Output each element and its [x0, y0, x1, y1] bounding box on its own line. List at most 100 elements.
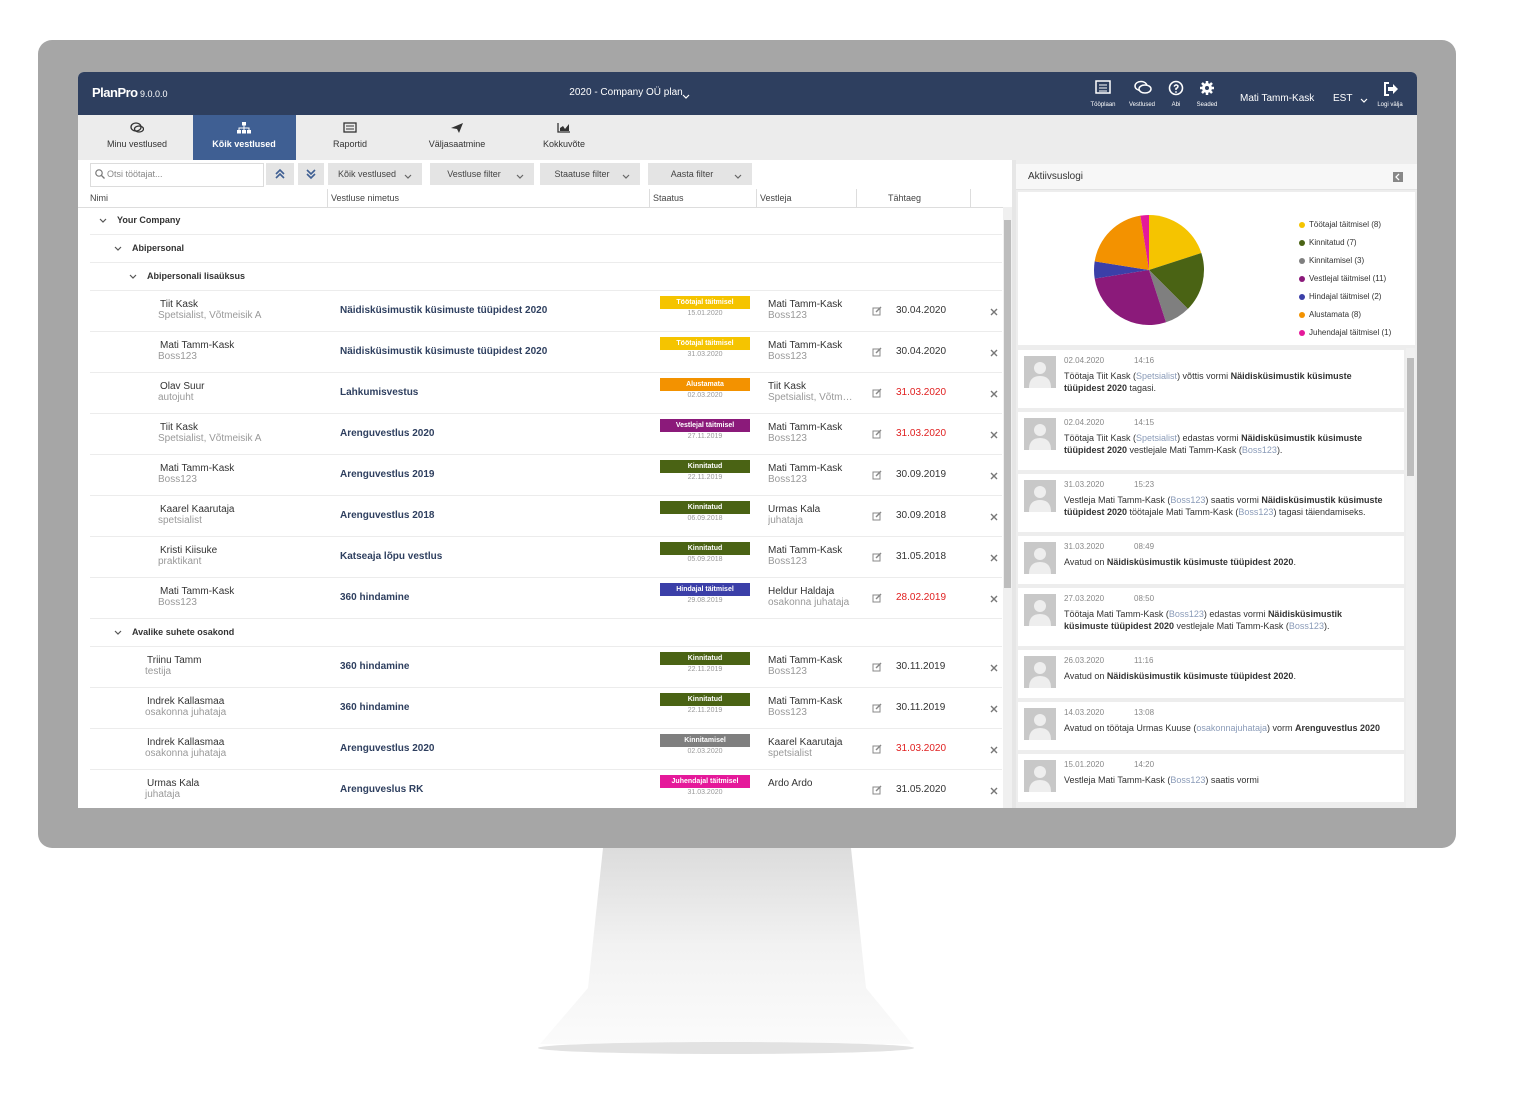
scrollbar-thumb: [1004, 220, 1011, 588]
employee-name[interactable]: Tiit Kask: [160, 299, 198, 310]
reviewer-role: Boss123: [768, 433, 807, 444]
nav-label[interactable]: Seaded: [1196, 102, 1218, 108]
edit-icon[interactable]: [872, 511, 882, 524]
remove-icon[interactable]: [990, 308, 998, 319]
remove-icon[interactable]: [990, 595, 998, 606]
filter-dropdown[interactable]: [540, 163, 640, 185]
edit-icon[interactable]: [872, 552, 882, 565]
filter-label[interactable]: Kõik vestlused: [337, 169, 397, 179]
conversation-title[interactable]: 360 hindamine: [340, 702, 410, 713]
edit-icon[interactable]: [872, 388, 882, 401]
nav-label[interactable]: Vestlused: [1128, 102, 1156, 108]
filter-label[interactable]: Vestluse filter: [447, 169, 501, 179]
column-header[interactable]: Vestleja: [760, 193, 792, 203]
row-divider: [90, 413, 1002, 414]
log-text-part: ) saatis vormi: [1205, 775, 1259, 785]
tab-icon[interactable]: [343, 122, 357, 136]
conversation-title[interactable]: Näidisküsimustik küsimuste tüüpidest 202…: [340, 346, 548, 357]
employee-name[interactable]: Olav Suur: [160, 381, 205, 392]
conversation-title[interactable]: Näidisküsimustik küsimuste tüüpidest 202…: [340, 305, 548, 316]
column-header[interactable]: Nimi: [90, 193, 108, 203]
group-label[interactable]: Abipersonali lisaüksus: [147, 271, 246, 281]
nav-label[interactable]: Tööplaan: [1090, 102, 1116, 108]
employee-name[interactable]: Urmas Kala: [147, 778, 200, 789]
remove-icon[interactable]: [990, 746, 998, 757]
tab-icon[interactable]: [237, 122, 251, 137]
group-label[interactable]: Avalike suhete osakond: [132, 627, 235, 637]
remove-icon[interactable]: [990, 554, 998, 565]
tree-toggle[interactable]: [113, 629, 123, 640]
edit-icon[interactable]: [872, 347, 882, 360]
tree-toggle[interactable]: [128, 273, 138, 284]
remove-icon[interactable]: [990, 431, 998, 442]
filter-dropdown[interactable]: [648, 163, 752, 185]
remove-icon[interactable]: [990, 664, 998, 675]
nav-icon[interactable]: [1199, 80, 1215, 99]
filter-dropdown[interactable]: [430, 163, 534, 185]
search-box[interactable]: [90, 163, 264, 187]
tab-label[interactable]: Minu vestlused: [106, 139, 168, 149]
tab-label[interactable]: Väljasaatmine: [428, 139, 486, 149]
filter-label[interactable]: Staatuse filter: [554, 169, 610, 179]
employee-name[interactable]: Mati Tamm-Kask: [160, 463, 235, 474]
tab-icon[interactable]: [130, 122, 145, 136]
tab-icon[interactable]: [450, 122, 464, 137]
plan-selector[interactable]: 2020 - Company OÜ plan: [569, 87, 683, 98]
conversation-title[interactable]: 360 hindamine: [340, 592, 410, 603]
employee-name[interactable]: Mati Tamm-Kask: [160, 340, 235, 351]
column-header[interactable]: Staatus: [653, 193, 684, 203]
conversation-title[interactable]: Arenguvestlus 2018: [340, 510, 435, 521]
tab-label[interactable]: Kõik vestlused: [212, 139, 276, 149]
employee-name[interactable]: Triinu Tamm: [147, 655, 202, 666]
employee-name[interactable]: Tiit Kask: [160, 422, 198, 433]
remove-icon[interactable]: [990, 472, 998, 483]
employee-name[interactable]: Mati Tamm-Kask: [160, 586, 235, 597]
employee-name[interactable]: Kristi Kiisuke: [160, 545, 218, 556]
language[interactable]: EST: [1333, 93, 1353, 104]
tab-icon[interactable]: [557, 122, 571, 136]
column-header[interactable]: Tähtaeg: [888, 193, 922, 203]
edit-icon[interactable]: [872, 306, 882, 319]
conversation-title[interactable]: Arenguvestlus 2020: [340, 743, 435, 754]
legend-label: Töötajal täitmisel (8): [1309, 220, 1382, 229]
edit-icon[interactable]: [872, 785, 882, 798]
remove-icon[interactable]: [990, 705, 998, 716]
tree-toggle[interactable]: [98, 217, 108, 228]
nav-icon[interactable]: [1168, 80, 1184, 99]
edit-icon[interactable]: [872, 429, 882, 442]
remove-icon[interactable]: [990, 513, 998, 524]
conversation-title[interactable]: Arenguvestlus 2019: [340, 469, 435, 480]
tree-toggle[interactable]: [113, 245, 123, 256]
tab-label[interactable]: Raportid: [332, 139, 368, 149]
filter-label[interactable]: Aasta filter: [670, 169, 714, 179]
edit-icon[interactable]: [872, 744, 882, 757]
employee-name[interactable]: Indrek Kallasmaa: [147, 737, 225, 748]
tab-label[interactable]: Kokkuvõte: [542, 139, 586, 149]
group-label[interactable]: Abipersonal: [132, 243, 185, 253]
employee-name[interactable]: Indrek Kallasmaa: [147, 696, 225, 707]
edit-icon[interactable]: [872, 470, 882, 483]
conversation-title[interactable]: Arenguveslus RK: [340, 784, 424, 795]
edit-icon[interactable]: [872, 593, 882, 606]
group-label[interactable]: Your Company: [117, 215, 181, 225]
logout-icon[interactable]: [1383, 82, 1399, 99]
column-header[interactable]: Vestluse nimetus: [331, 193, 400, 203]
edit-icon[interactable]: [872, 662, 882, 675]
filter-dropdown[interactable]: [328, 163, 422, 185]
employee-name[interactable]: Kaarel Kaarutaja: [160, 504, 235, 515]
expand-all[interactable]: [266, 163, 294, 185]
conversation-title[interactable]: Lahkumisvestus: [340, 387, 419, 398]
remove-icon[interactable]: [990, 349, 998, 360]
conversation-title[interactable]: 360 hindamine: [340, 661, 410, 672]
nav-icon[interactable]: [1134, 80, 1152, 97]
remove-icon[interactable]: [990, 787, 998, 798]
nav-icon[interactable]: [1095, 80, 1111, 97]
conversation-title[interactable]: Arenguvestlus 2020: [340, 428, 435, 439]
logout-label[interactable]: Logi välja: [1377, 102, 1403, 108]
edit-icon[interactable]: [872, 703, 882, 716]
conversation-title[interactable]: Katseaja lõpu vestlus: [340, 551, 443, 562]
remove-icon[interactable]: [990, 390, 998, 401]
collapse-all[interactable]: [298, 163, 324, 185]
nav-label[interactable]: Abi: [1171, 102, 1181, 108]
collapse-panel[interactable]: [1393, 172, 1403, 182]
